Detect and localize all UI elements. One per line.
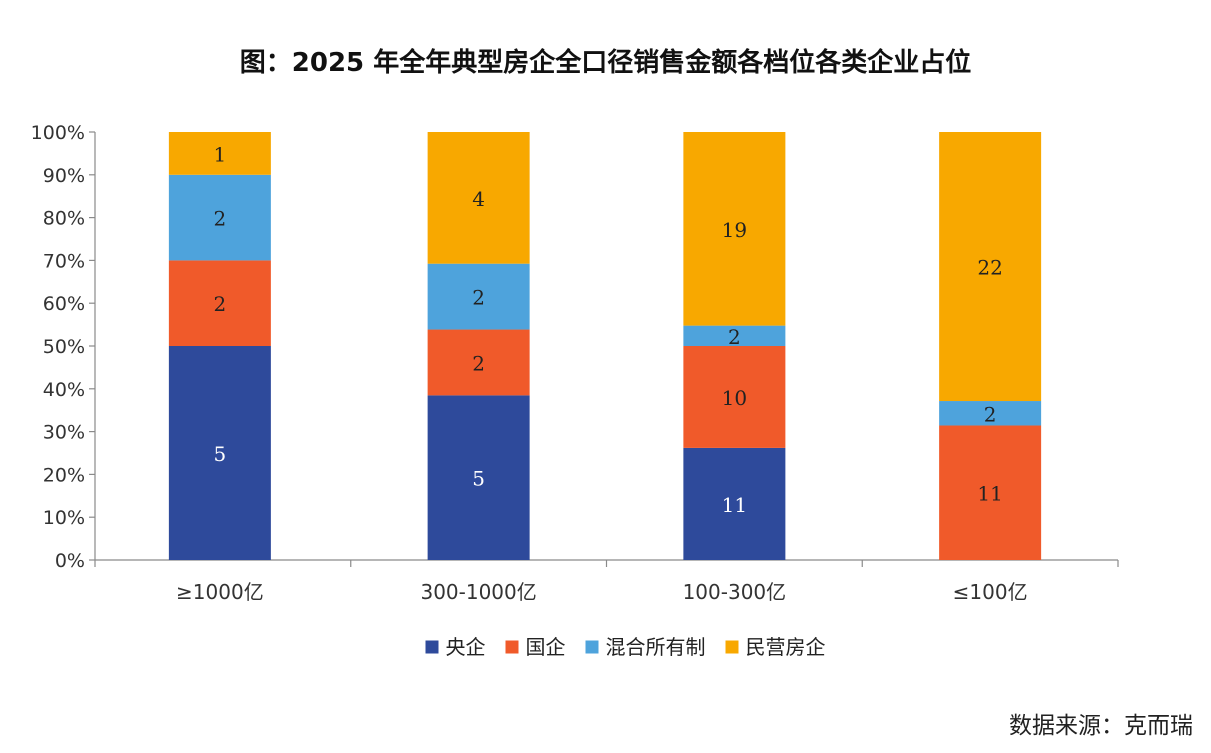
x-tick-label: 300-1000亿 bbox=[420, 580, 536, 604]
x-tick-label: ≤100亿 bbox=[953, 580, 1028, 604]
legend-swatch bbox=[725, 640, 739, 654]
bar-data-label: 2 bbox=[214, 292, 227, 316]
bar-segment bbox=[427, 132, 530, 264]
bar-segment bbox=[939, 132, 1042, 402]
bar-segment bbox=[427, 263, 530, 330]
bar-segment bbox=[168, 174, 271, 261]
bar-data-label: 10 bbox=[722, 386, 747, 410]
bar-data-label: 2 bbox=[472, 286, 485, 310]
y-tick-label: 0% bbox=[55, 550, 85, 572]
bar-segment bbox=[683, 325, 786, 346]
data-source: 数据来源：克而瑞 bbox=[1009, 713, 1193, 739]
y-tick-label: 80% bbox=[43, 208, 85, 230]
bar-segment bbox=[683, 447, 786, 560]
bar-segment bbox=[939, 401, 1042, 426]
legend-label: 央企 bbox=[446, 635, 486, 659]
legend-swatch bbox=[425, 640, 439, 654]
y-tick-label: 70% bbox=[43, 250, 85, 272]
bar-data-label: 22 bbox=[977, 256, 1002, 280]
x-tick-label: 100-300亿 bbox=[683, 580, 787, 604]
bar-data-label: 2 bbox=[214, 207, 227, 231]
bar-segment bbox=[168, 346, 271, 560]
y-tick-label: 20% bbox=[43, 464, 85, 486]
bar-data-label: 19 bbox=[722, 218, 747, 242]
bar-data-label: 11 bbox=[722, 493, 747, 517]
legend: 央企 国企 混合所有制 民营房企 bbox=[425, 635, 826, 659]
bar-data-label: 2 bbox=[472, 351, 485, 375]
bar-data-label: 5 bbox=[472, 467, 485, 491]
legend-swatch bbox=[505, 640, 519, 654]
bar-data-label: 1 bbox=[214, 142, 227, 166]
y-tick-label: 50% bbox=[43, 336, 85, 358]
y-tick-label: 60% bbox=[43, 293, 85, 315]
bar-data-label: 2 bbox=[728, 325, 741, 349]
legend-label: 国企 bbox=[526, 635, 566, 659]
y-tick-label: 40% bbox=[43, 379, 85, 401]
bar-data-label: 2 bbox=[984, 402, 997, 426]
bar-data-label: 11 bbox=[977, 482, 1002, 506]
y-tick-label: 30% bbox=[43, 422, 85, 444]
y-tick-label: 10% bbox=[43, 507, 85, 529]
x-tick-label: ≥1000亿 bbox=[176, 580, 264, 604]
y-tick-label: 90% bbox=[43, 165, 85, 187]
bar-data-label: 5 bbox=[214, 442, 227, 466]
bar-segment bbox=[683, 346, 786, 448]
y-tick-label: 100% bbox=[31, 122, 85, 144]
bar-segment bbox=[939, 425, 1042, 560]
legend-label: 混合所有制 bbox=[606, 635, 706, 659]
bar-segment bbox=[168, 132, 271, 175]
bar-segment bbox=[427, 395, 530, 560]
bar-segment bbox=[427, 329, 530, 396]
chart-title: 图：2025 年全年典型房企全口径销售金额各档位各类企业占位 bbox=[239, 48, 972, 78]
bar-segment bbox=[683, 132, 786, 326]
legend-label: 民营房企 bbox=[746, 635, 826, 659]
bar-segment bbox=[168, 260, 271, 346]
bar-data-label: 4 bbox=[472, 187, 485, 211]
legend-swatch bbox=[585, 640, 599, 654]
